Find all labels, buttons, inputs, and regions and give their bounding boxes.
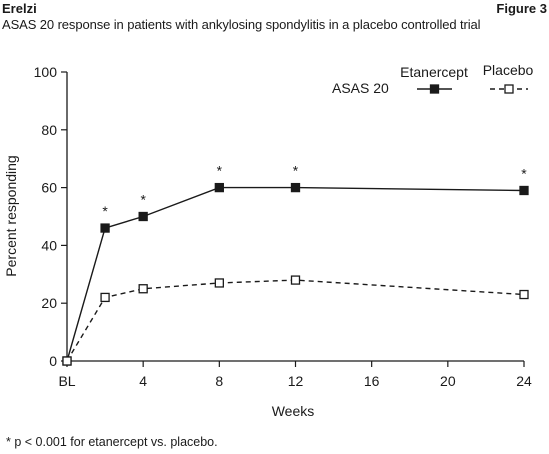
y-tick-label: 100 <box>34 64 58 80</box>
x-tick-label: 12 <box>288 373 304 389</box>
legend-label: Placebo <box>483 62 534 78</box>
data-point-placebo <box>519 289 529 300</box>
chart-legend: ASAS 20 Etanercept Placebo <box>332 62 534 96</box>
figure-label: Figure 3 <box>496 1 547 16</box>
chart-axes: 0 20 40 60 80 100 BL 4 8 12 16 20 24 <box>34 64 532 389</box>
legend-item-placebo: Placebo <box>483 62 534 94</box>
legend-title: ASAS 20 <box>332 80 389 96</box>
x-axis-label: Weeks <box>272 403 315 419</box>
y-tick-label: 0 <box>49 353 57 369</box>
x-tick-label: 16 <box>364 373 380 389</box>
legend-item-etanercept: Etanercept <box>400 64 468 94</box>
data-point-placebo <box>214 278 224 288</box>
data-point-placebo <box>138 284 148 294</box>
data-point-placebo <box>100 292 110 303</box>
series-placebo <box>62 275 529 366</box>
data-point-etanercept <box>519 185 529 196</box>
annotation-layer: * * * * * <box>102 163 527 219</box>
x-tick-label: 8 <box>215 373 223 389</box>
significance-marker: * <box>102 203 108 219</box>
x-tick-label: 4 <box>139 373 147 389</box>
chart-subtitle: ASAS 20 response in patients with ankylo… <box>2 17 481 32</box>
series-etanercept <box>62 182 529 366</box>
series-layer <box>62 182 529 366</box>
footnote: * p < 0.001 for etanercept vs. placebo. <box>6 435 218 449</box>
x-tick-label: 20 <box>440 373 456 389</box>
y-tick-label: 80 <box>41 122 57 138</box>
significance-marker: * <box>140 192 146 208</box>
legend-marker <box>429 84 440 94</box>
x-tick-label: 24 <box>516 373 532 389</box>
legend-marker <box>504 84 514 94</box>
brand-name: Erelzi <box>2 1 37 16</box>
data-point-placebo <box>290 275 301 285</box>
y-tick-label: 40 <box>41 237 57 253</box>
significance-marker: * <box>293 163 299 179</box>
x-tick-label: BL <box>58 373 75 389</box>
data-point-etanercept <box>290 182 301 193</box>
y-axis-label: Percent responding <box>3 155 19 276</box>
series-line-etanercept <box>66 186 525 362</box>
data-point-etanercept <box>100 223 110 233</box>
series-line-placebo <box>66 279 525 362</box>
legend-label: Etanercept <box>400 64 468 80</box>
significance-marker: * <box>217 163 223 179</box>
y-tick-label: 20 <box>41 295 57 311</box>
data-point-placebo <box>62 356 72 366</box>
data-point-etanercept <box>138 211 148 222</box>
significance-marker: * <box>521 165 527 181</box>
data-point-etanercept <box>214 182 224 193</box>
y-tick-label: 60 <box>41 180 57 196</box>
